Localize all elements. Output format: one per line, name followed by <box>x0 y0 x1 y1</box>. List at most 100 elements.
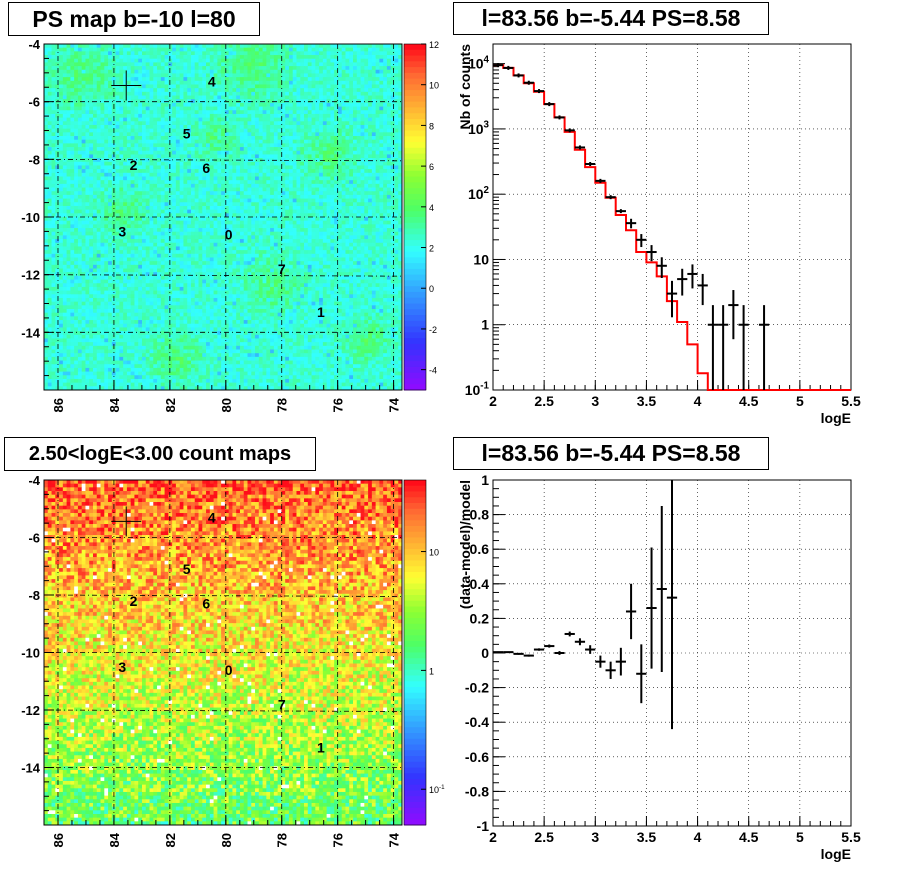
map-cell <box>326 80 331 85</box>
map-cell <box>270 73 275 78</box>
map-cell <box>247 209 252 214</box>
map-cell <box>315 99 320 104</box>
map-cell <box>138 205 143 211</box>
map-cell <box>379 69 384 74</box>
map-cell <box>292 161 297 166</box>
map-cell <box>356 113 361 119</box>
map-cell <box>221 213 226 218</box>
map-cell <box>157 77 162 82</box>
map-cell <box>202 224 207 229</box>
map-cell <box>228 139 233 144</box>
map-cell <box>239 213 245 218</box>
map-cell <box>243 139 248 144</box>
map-cell <box>277 110 282 115</box>
map-cell <box>224 47 230 52</box>
map-cell <box>221 235 226 240</box>
map-cell <box>123 165 128 170</box>
map-cell <box>356 191 361 196</box>
map-cell <box>81 132 86 137</box>
map-cell <box>345 180 350 185</box>
map-cell <box>134 183 139 188</box>
map-cell <box>145 235 150 240</box>
map-cell <box>164 154 169 159</box>
map-cell <box>304 88 309 93</box>
map-cell <box>126 58 132 63</box>
map-cell <box>141 213 147 218</box>
map-cell <box>153 88 158 93</box>
map-cell <box>111 172 116 177</box>
map-cell <box>130 147 135 152</box>
map-cell <box>315 110 320 115</box>
map-cell <box>81 136 86 141</box>
map-cell <box>262 124 267 130</box>
map-cell <box>138 88 143 93</box>
map-cell <box>322 69 328 74</box>
map-cell <box>96 202 101 207</box>
map-cell <box>296 161 301 166</box>
map-cell <box>304 132 309 137</box>
map-cell <box>322 128 328 133</box>
map-cell <box>319 183 324 188</box>
map-cell <box>266 66 271 71</box>
map-cell <box>371 172 377 177</box>
map-cell <box>304 55 309 60</box>
map-cell <box>202 84 207 89</box>
map-cell <box>134 84 139 89</box>
map-cell <box>319 84 324 89</box>
map-cell <box>243 113 248 119</box>
map-cell <box>157 213 162 218</box>
map-cell <box>341 187 346 192</box>
map-cell <box>266 139 271 144</box>
map-cell <box>77 194 83 199</box>
map-cell <box>251 106 256 111</box>
map-cell <box>44 110 49 115</box>
map-cell <box>311 143 316 148</box>
map-cell <box>134 191 139 196</box>
map-cell <box>334 91 339 96</box>
map-cell <box>228 187 233 192</box>
map-cell <box>356 88 361 93</box>
map-cell <box>47 158 52 163</box>
map-cell <box>326 102 331 107</box>
map-cell <box>168 154 173 159</box>
map-cell <box>213 224 218 229</box>
map-cell <box>353 102 358 107</box>
map-cell <box>96 102 101 107</box>
map-cell <box>281 154 286 159</box>
map-cell <box>398 55 403 60</box>
map-cell <box>394 150 399 155</box>
map-cell <box>157 73 162 78</box>
map-cell <box>337 205 343 211</box>
map-cell <box>386 128 392 133</box>
map-cell <box>108 95 113 100</box>
map-cell <box>115 58 120 63</box>
map-cell <box>59 235 64 240</box>
map-cell <box>228 102 233 107</box>
map-cell <box>262 217 267 222</box>
map-cell <box>198 136 203 141</box>
map-cell <box>307 128 312 133</box>
map-cell <box>337 158 343 163</box>
map-cell <box>255 217 260 222</box>
map-cell <box>262 88 267 93</box>
map-cell <box>77 147 83 152</box>
map-cell <box>209 191 214 196</box>
map-cell <box>236 217 241 222</box>
map-cell <box>100 124 105 130</box>
map-cell <box>47 128 52 133</box>
map-cell <box>145 51 150 56</box>
map-cell <box>77 77 83 82</box>
map-cell <box>243 44 248 49</box>
map-cell <box>130 220 135 225</box>
map-cell <box>190 224 196 229</box>
map-cell <box>330 191 335 196</box>
map-cell <box>111 147 116 152</box>
map-cell <box>59 183 64 188</box>
map-cell <box>206 147 211 152</box>
map-cell <box>255 91 260 96</box>
map-cell <box>70 95 75 100</box>
map-cell <box>221 209 226 214</box>
map-cell <box>47 95 52 100</box>
map-cell <box>164 228 169 233</box>
map-cell <box>345 99 350 104</box>
